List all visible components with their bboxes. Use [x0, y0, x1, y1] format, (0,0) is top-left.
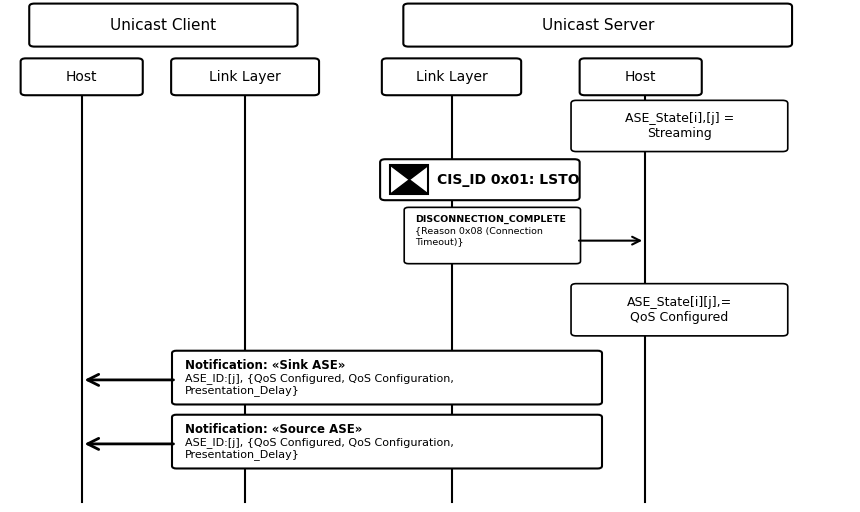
- Text: ASE_ID:[j], {QoS Configured, QoS Configuration,
Presentation_Delay}: ASE_ID:[j], {QoS Configured, QoS Configu…: [185, 373, 454, 396]
- FancyBboxPatch shape: [171, 58, 319, 95]
- Text: DISCONNECTION_COMPLETE: DISCONNECTION_COMPLETE: [415, 215, 567, 224]
- FancyBboxPatch shape: [172, 415, 602, 468]
- Text: CIS_ID 0x01: LSTO: CIS_ID 0x01: LSTO: [437, 173, 580, 187]
- FancyBboxPatch shape: [403, 4, 792, 47]
- Polygon shape: [390, 165, 428, 180]
- Text: Unicast Server: Unicast Server: [542, 17, 654, 33]
- FancyBboxPatch shape: [382, 58, 521, 95]
- Text: Notification: «Source ASE»: Notification: «Source ASE»: [185, 423, 362, 436]
- Text: Unicast Client: Unicast Client: [110, 17, 217, 33]
- Text: {Reason 0x08 (Connection
Timeout)}: {Reason 0x08 (Connection Timeout)}: [415, 226, 544, 246]
- Text: Host: Host: [66, 70, 97, 84]
- FancyBboxPatch shape: [380, 159, 580, 200]
- Text: ASE_State[i][j],=
QoS Configured: ASE_State[i][j],= QoS Configured: [627, 296, 732, 324]
- FancyBboxPatch shape: [571, 100, 788, 152]
- FancyBboxPatch shape: [29, 4, 298, 47]
- Polygon shape: [390, 180, 428, 194]
- Text: Link Layer: Link Layer: [209, 70, 281, 84]
- FancyBboxPatch shape: [172, 351, 602, 404]
- Text: Host: Host: [625, 70, 656, 84]
- FancyBboxPatch shape: [571, 284, 788, 336]
- FancyBboxPatch shape: [404, 207, 580, 264]
- FancyBboxPatch shape: [390, 165, 428, 194]
- Text: Notification: «Sink ASE»: Notification: «Sink ASE»: [185, 359, 345, 372]
- FancyBboxPatch shape: [21, 58, 143, 95]
- Text: ASE_ID:[j], {QoS Configured, QoS Configuration,
Presentation_Delay}: ASE_ID:[j], {QoS Configured, QoS Configu…: [185, 437, 454, 460]
- Text: Link Layer: Link Layer: [415, 70, 488, 84]
- FancyBboxPatch shape: [580, 58, 702, 95]
- Text: ASE_State[i],[j] =
Streaming: ASE_State[i],[j] = Streaming: [624, 112, 734, 140]
